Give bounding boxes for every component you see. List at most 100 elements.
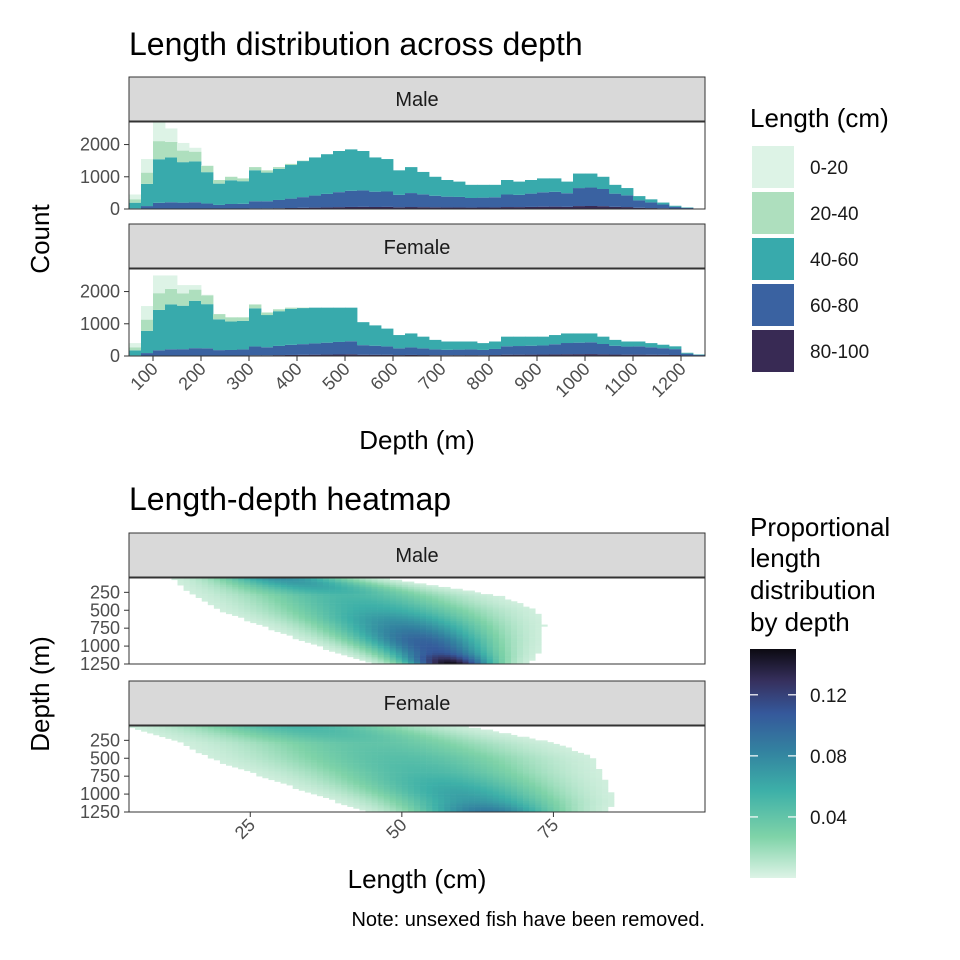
heat-cell-male — [407, 599, 415, 602]
heat-cell-male — [365, 637, 372, 640]
heat-cell-female — [310, 743, 318, 747]
heat-cell-female — [480, 758, 488, 761]
heat-cell-female — [407, 799, 415, 802]
heat-cell-male — [341, 644, 348, 647]
heat-cell-male — [438, 640, 445, 643]
bar-male-225-class-2 — [213, 183, 226, 205]
heat-cell-female — [256, 761, 263, 764]
heat-cell-female — [292, 734, 300, 738]
heat-cell-male — [292, 595, 300, 599]
heat-cell-male — [219, 599, 227, 602]
heat-cell-female — [541, 765, 548, 768]
heat-cell-female — [226, 749, 233, 752]
heat-cell-female — [329, 786, 336, 790]
heat-cell-female — [335, 765, 342, 768]
heat-cell-male — [195, 581, 203, 584]
heat-cell-female — [135, 726, 142, 729]
heat-cell-female — [468, 779, 475, 782]
heat-cell-female — [438, 761, 445, 764]
heat-cell-female — [286, 765, 294, 768]
heat-cell-male — [523, 606, 530, 609]
heat-cell-female — [595, 769, 603, 772]
heat-cell-female — [341, 776, 348, 779]
heat-cell-male — [323, 629, 330, 633]
heat-cell-male — [359, 604, 366, 607]
heat-cell-female — [316, 727, 324, 730]
heat-cell-male — [371, 615, 378, 618]
heat-cell-male — [335, 586, 342, 590]
heat-cell-male — [323, 644, 330, 647]
heat-cell-male — [535, 642, 542, 645]
heat-cell-female — [474, 783, 481, 786]
heat-cell-female — [383, 774, 391, 777]
heat-cell-male — [274, 621, 281, 624]
heat-cell-female — [377, 790, 384, 793]
bar-female-650-class-2 — [417, 336, 430, 349]
heat-cell-female — [420, 770, 427, 773]
bar-male-725-class-2 — [453, 181, 466, 197]
bar-male-450-class-2 — [321, 154, 334, 194]
heat-cell-female — [371, 770, 378, 773]
heat-cell-female — [323, 772, 330, 775]
heat-cell-male — [359, 628, 366, 631]
heat-cell-female — [535, 795, 542, 798]
heat-cell-female — [244, 743, 251, 747]
heat-cell-male — [377, 578, 384, 581]
heat-cell-female — [347, 731, 354, 734]
heat-cell-male — [462, 631, 469, 634]
heat-cell-female — [183, 727, 190, 730]
heat-cell-female — [304, 758, 312, 761]
heat-cell-female — [256, 731, 263, 734]
heat-cell-male — [292, 635, 300, 638]
heat-cell-female — [547, 751, 554, 754]
heat-cell-male — [195, 583, 203, 586]
heat-cell-male — [232, 610, 239, 613]
heat-cell-male — [389, 653, 397, 656]
heat-cell-male — [395, 633, 403, 636]
heat-cell-male — [517, 621, 524, 624]
heat-cell-male — [426, 637, 433, 640]
heat-cell-female — [316, 783, 324, 786]
heat-cell-female — [456, 769, 463, 772]
heat-cell-female — [420, 801, 427, 804]
heat-cell-female — [565, 776, 572, 779]
heat-cell-male — [250, 617, 257, 620]
heat-cell-female — [232, 763, 239, 766]
heat-cell-male — [432, 637, 439, 640]
heat-cell-female — [268, 747, 275, 750]
heat-cell-male — [365, 644, 372, 647]
heat-cell-female — [547, 803, 554, 806]
heat-cell-male — [432, 590, 439, 593]
heat-cell-male — [438, 604, 445, 607]
bar-male-1050-class-2 — [609, 184, 622, 194]
heat-cell-female — [304, 734, 312, 738]
heatmap-female-cells — [129, 726, 615, 813]
heat-cell-male — [292, 613, 300, 616]
heat-cell-female — [371, 763, 378, 766]
heat-cell-male — [444, 644, 451, 647]
heat-cell-male — [498, 603, 506, 606]
heat-cell-male — [420, 613, 427, 616]
heat-cell-female — [583, 769, 591, 772]
heat-cell-female — [341, 752, 348, 755]
heat-cell-female — [456, 801, 463, 804]
bar-female-400-class-4 — [297, 354, 310, 356]
heat-cell-male — [383, 640, 391, 643]
heat-cell-male — [456, 631, 463, 634]
heat-cell-male — [504, 606, 512, 609]
heat-cell-male — [480, 621, 488, 624]
heat-cell-male — [292, 621, 300, 624]
heat-cell-female — [456, 794, 463, 797]
heat-cell-female — [510, 781, 518, 784]
heat-cell-female — [407, 734, 415, 738]
heat-cell-female — [335, 738, 342, 741]
bar-male-250-class-2 — [225, 180, 238, 204]
heat-cell-female — [353, 749, 360, 752]
heat-cell-female — [213, 745, 221, 748]
heat-cell-female — [492, 763, 500, 766]
heat-cell-female — [274, 779, 281, 782]
heat-cell-female — [456, 792, 463, 795]
heat-cell-female — [359, 792, 366, 795]
heat-cell-female — [226, 729, 233, 732]
heat-cell-female — [389, 801, 397, 804]
